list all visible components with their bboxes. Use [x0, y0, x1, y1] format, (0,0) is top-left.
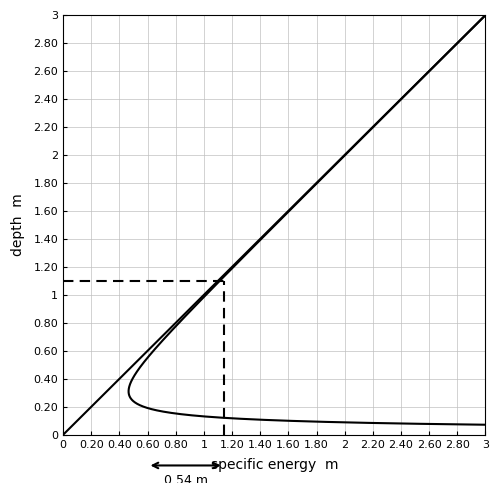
Text: 0.54 m: 0.54 m — [164, 474, 208, 483]
Y-axis label: depth  m: depth m — [11, 194, 25, 256]
X-axis label: specific energy  m: specific energy m — [210, 458, 338, 472]
